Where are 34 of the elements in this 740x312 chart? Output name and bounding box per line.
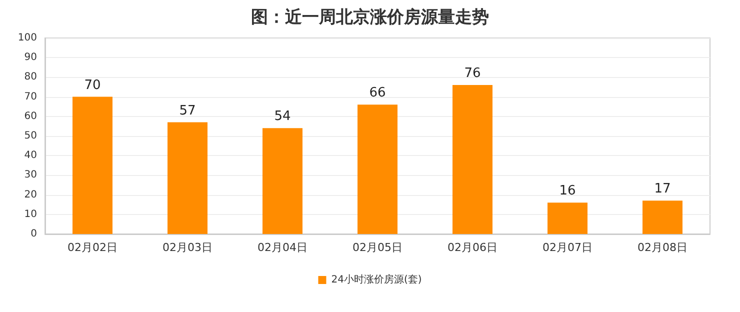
y-tick-label: 70: [24, 91, 37, 102]
bar: [642, 200, 682, 234]
data-label: 76: [464, 66, 481, 82]
data-label: 70: [84, 78, 101, 93]
x-tick-label: 02月05日: [352, 241, 402, 254]
x-tick-label: 02月07日: [542, 241, 592, 254]
bar: [168, 122, 208, 234]
data-label: 54: [274, 109, 291, 124]
x-tick-label: 02月04日: [258, 241, 308, 254]
y-tick-label: 50: [24, 130, 37, 142]
y-tick-label: 40: [24, 150, 37, 162]
y-tick-label: 100: [18, 32, 37, 44]
data-label: 16: [559, 184, 576, 199]
y-tick-label: 80: [24, 72, 37, 83]
x-tick-label: 02月08日: [638, 241, 688, 254]
data-label: 17: [654, 182, 671, 197]
bar: [548, 202, 588, 234]
x-tick-label: 02月03日: [162, 241, 212, 254]
y-tick-label: 0: [30, 228, 37, 240]
bar: [72, 96, 112, 234]
y-tick-label: 90: [24, 52, 37, 64]
bar: [262, 128, 302, 234]
x-tick-label: 02月02日: [68, 241, 118, 254]
bar: [358, 104, 398, 234]
data-label: 66: [369, 86, 386, 101]
chart-title: 图：近一周北京涨价房源量走势: [251, 8, 489, 28]
y-tick-label: 20: [24, 189, 37, 200]
legend-label: 24小时涨价房源(套): [331, 274, 422, 286]
y-tick-label: 30: [24, 170, 37, 181]
bar: [452, 85, 492, 234]
y-tick-label: 10: [24, 208, 37, 220]
y-tick-label: 60: [24, 110, 37, 122]
x-tick-label: 02月06日: [448, 241, 498, 254]
data-label: 57: [179, 103, 196, 118]
